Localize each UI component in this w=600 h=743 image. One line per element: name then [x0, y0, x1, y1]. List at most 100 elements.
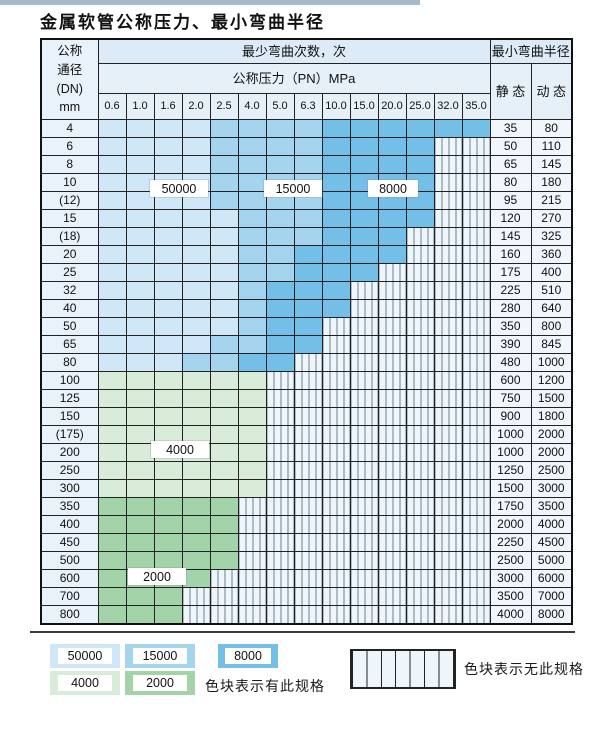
cycle-cell-no-spec	[349, 371, 379, 390]
cycle-cell-no-spec	[293, 353, 323, 372]
cycle-cell-50000	[181, 227, 211, 246]
cycle-cell-no-spec	[237, 551, 267, 570]
static-radius-cell: 50	[489, 137, 532, 156]
cycle-cell-no-spec	[405, 335, 435, 354]
cycle-cell-no-spec	[461, 533, 491, 552]
cycle-cell-50000	[125, 317, 155, 336]
cycle-cell-15000	[237, 299, 267, 318]
dynamic-radius-cell: 640	[530, 299, 573, 318]
cycle-cell-15000	[209, 137, 239, 156]
dynamic-radius-cell: 1800	[530, 407, 573, 426]
cycle-cell-50000	[153, 335, 183, 354]
cycle-cell-50000	[97, 119, 127, 138]
cycle-cell-no-spec	[433, 173, 463, 192]
cycle-cell-4000	[237, 425, 267, 444]
cycle-cell-no-spec	[433, 479, 463, 498]
dn-label-cell: (18)	[40, 227, 99, 246]
static-radius-cell: 145	[489, 227, 532, 246]
pressure-col-header: 20.0	[377, 93, 407, 120]
cycle-cell-8000	[321, 191, 351, 210]
cycle-cell-8000	[237, 353, 267, 372]
cycle-cell-15000	[209, 191, 239, 210]
cycle-cell-no-spec	[405, 533, 435, 552]
cycle-cell-no-spec	[293, 407, 323, 426]
dynamic-radius-cell: 2000	[530, 443, 573, 462]
dn-label-cell: 300	[40, 479, 99, 498]
cycle-cell-2000	[209, 497, 239, 516]
cycle-cell-no-spec	[377, 515, 407, 534]
cycle-cell-no-spec	[377, 461, 407, 480]
dynamic-radius-cell: 2500	[530, 461, 573, 480]
cycle-cell-15000	[293, 137, 323, 156]
cycle-cell-4000	[237, 461, 267, 480]
cycle-cell-no-spec	[293, 551, 323, 570]
static-radius-cell: 3500	[489, 587, 532, 606]
static-radius-cell: 175	[489, 263, 532, 282]
cycle-cell-8000	[377, 155, 407, 174]
cycle-cell-4000	[181, 479, 211, 498]
static-header: 静 态	[489, 63, 532, 120]
bend-cycles-header: 最少弯曲次数，次	[97, 38, 491, 64]
cycle-cell-no-spec	[265, 425, 295, 444]
cycle-cell-no-spec	[461, 245, 491, 264]
cycle-cell-no-spec	[293, 587, 323, 606]
dn-label-cell: 125	[40, 389, 99, 408]
cycle-cell-no-spec	[349, 425, 379, 444]
cycle-cell-15000	[265, 155, 295, 174]
cycle-cell-50000	[153, 155, 183, 174]
cycle-cell-15000	[265, 227, 295, 246]
pressure-col-header: 2.0	[181, 93, 211, 120]
cycle-cell-15000	[237, 335, 267, 354]
cycle-cell-no-spec	[377, 281, 407, 300]
cycle-cell-2000	[153, 605, 183, 625]
cycle-cell-50000	[153, 119, 183, 138]
table-row: 700 3500 7000	[40, 587, 573, 606]
dynamic-radius-cell: 1000	[530, 353, 573, 372]
dn-label-cell: 200	[40, 443, 99, 462]
dn-label-cell: 500	[40, 551, 99, 570]
cycle-cell-no-spec	[321, 479, 351, 498]
dn-header-line: 公称	[57, 44, 83, 58]
cycle-cell-50000	[153, 317, 183, 336]
cycle-cell-2000	[153, 587, 183, 606]
cycle-cell-4000	[237, 407, 267, 426]
cycle-cell-50000	[97, 299, 127, 318]
cycle-cell-8000	[293, 245, 323, 264]
dynamic-radius-cell: 1200	[530, 371, 573, 390]
cycle-cell-no-spec	[461, 191, 491, 210]
cycle-cell-15000	[237, 317, 267, 336]
dn-label-cell: 25	[40, 263, 99, 282]
cycle-cell-50000	[153, 299, 183, 318]
cycle-cell-no-spec	[461, 155, 491, 174]
cycle-cell-50000	[209, 209, 239, 228]
dn-label-cell: 400	[40, 515, 99, 534]
table-row: 50 350 800	[40, 317, 573, 336]
cycle-cell-no-spec	[405, 569, 435, 588]
cycle-cell-no-spec	[405, 281, 435, 300]
cycle-cell-50000	[181, 281, 211, 300]
cycle-cell-no-spec	[405, 263, 435, 282]
cycle-cell-no-spec	[461, 173, 491, 192]
cycle-cell-4000	[125, 371, 155, 390]
cycle-cell-2000	[125, 605, 155, 625]
cycle-cell-no-spec	[433, 407, 463, 426]
cycle-cell-no-spec	[405, 299, 435, 318]
cycle-cell-8000	[321, 137, 351, 156]
cycle-cell-4000	[125, 461, 155, 480]
cycle-cell-no-spec	[433, 461, 463, 480]
cycle-cell-15000	[265, 245, 295, 264]
header-row-2: 公称压力（PN）MPa 静 态 动 态	[41, 63, 573, 120]
cycle-cell-no-spec	[377, 425, 407, 444]
dynamic-radius-cell: 360	[530, 245, 573, 264]
dynamic-radius-cell: 110	[530, 137, 573, 156]
cycle-cell-8000	[321, 209, 351, 228]
table-row: (12) 95 215	[40, 191, 573, 210]
cycle-cell-no-spec	[433, 263, 463, 282]
table-row: 100 600 1200	[40, 371, 573, 390]
cycle-cell-no-spec	[433, 389, 463, 408]
cycle-cell-50000	[181, 155, 211, 174]
cycle-cell-50000	[125, 155, 155, 174]
cycle-cell-50000	[181, 263, 211, 282]
static-radius-cell: 80	[489, 173, 532, 192]
